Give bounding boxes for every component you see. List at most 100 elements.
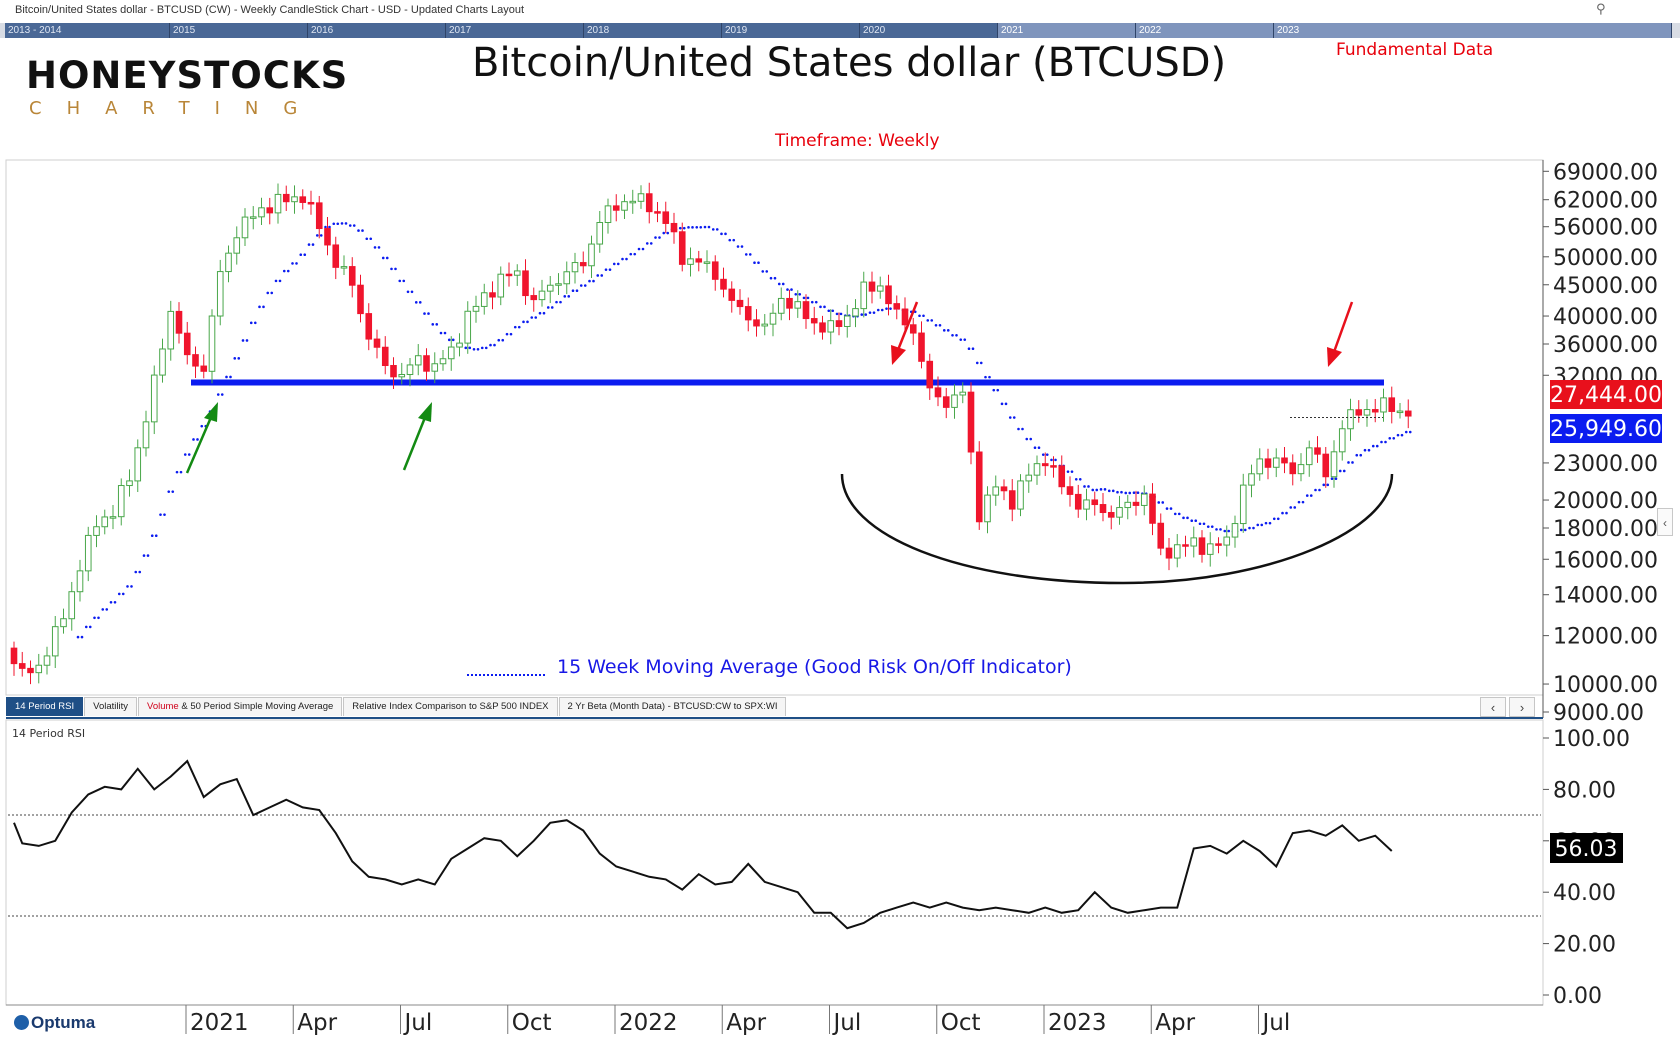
candle-body — [695, 258, 703, 263]
ma-dot — [555, 300, 558, 304]
ma-dot — [938, 323, 942, 327]
ma-dot — [864, 313, 868, 316]
ma-dot — [1000, 402, 1004, 406]
ma-dot — [505, 332, 509, 336]
ma-dot — [802, 296, 806, 300]
tab-14-period-rsi[interactable]: 14 Period RSI — [6, 697, 84, 716]
ma-dot — [1037, 446, 1041, 450]
candle-body — [68, 591, 76, 620]
candle — [1355, 400, 1363, 423]
tab-volume-sma[interactable]: Volume & 50 Period Simple Moving Average — [138, 697, 343, 716]
candle — [1107, 505, 1115, 530]
ma-dot — [1111, 489, 1115, 493]
ma-dot — [187, 453, 191, 456]
pin-icon[interactable]: ⚲ — [1596, 1, 1606, 16]
time-tick-label: 2023 — [1048, 1010, 1107, 1036]
tab-scroll-right-button[interactable]: › — [1509, 697, 1535, 717]
year-nav-segment[interactable]: 2023 — [1274, 23, 1672, 38]
candle-body — [233, 237, 241, 254]
candle-body — [150, 374, 158, 423]
candle-body — [282, 193, 290, 203]
green-arrow-2 — [402, 402, 432, 471]
candle — [843, 304, 851, 338]
ma-dot — [1083, 485, 1086, 488]
candle — [769, 303, 777, 337]
year-nav-segment[interactable]: 2017 — [446, 23, 584, 38]
ma-dot — [307, 243, 311, 246]
candle-body — [637, 193, 645, 202]
optuma-label: Optuma — [31, 1013, 96, 1032]
rsi-tick-label: 0.00 — [1553, 984, 1602, 1009]
candle — [340, 255, 348, 275]
ma-dot — [1355, 453, 1359, 457]
candle-body — [1182, 544, 1189, 547]
tab-scroll-left-button[interactable]: ‹ — [1480, 697, 1506, 717]
candle — [1091, 491, 1099, 516]
ma-dot — [1264, 521, 1268, 525]
panel-collapse-handle[interactable]: ‹ — [1657, 508, 1673, 536]
year-nav-segment[interactable]: 2015 — [170, 23, 308, 38]
ma-dot — [876, 308, 880, 312]
tab-volatility[interactable]: Volatility — [84, 697, 138, 716]
current-price-value: 27,444.00 — [1550, 383, 1662, 408]
candle — [579, 251, 587, 274]
ma-dot — [567, 295, 571, 298]
year-nav-segment[interactable]: 2013 - 2014 — [5, 23, 170, 38]
candle — [967, 382, 975, 465]
year-navigator[interactable]: 2013 - 2014 2015 2016 2017 2018 2019 202… — [0, 23, 1680, 38]
ma-dot — [480, 346, 484, 350]
candle — [200, 354, 208, 379]
ma-dot — [427, 312, 430, 315]
candle-body — [109, 516, 117, 519]
tab-beta[interactable]: 2 Yr Beta (Month Data) - BTCUSD:CW to SP… — [558, 697, 787, 716]
year-nav-segment[interactable]: 2022 — [1136, 23, 1274, 38]
candle — [687, 247, 694, 277]
ma-dot — [1078, 477, 1082, 481]
red-arrow-2 — [1327, 301, 1354, 367]
candle-body — [992, 486, 1000, 496]
rsi-value: 56.03 — [1555, 837, 1618, 862]
price-tick-label: 9000.00 — [1553, 701, 1644, 726]
year-nav-segment[interactable]: 2019 — [722, 23, 860, 38]
ma-dot — [810, 300, 814, 304]
ma-dot — [550, 306, 554, 309]
ma-dot — [1243, 528, 1247, 532]
candle-body — [670, 222, 678, 233]
ma-dot — [385, 256, 389, 260]
ma-dot — [678, 226, 682, 230]
logo: HONEYSTOCKS CHARTING — [26, 48, 347, 123]
ma-dot — [608, 268, 612, 271]
ma-dot — [159, 513, 162, 516]
candle-body — [480, 292, 488, 307]
candle-body — [307, 201, 315, 205]
rsi-panel[interactable] — [5, 719, 1544, 1006]
candle — [390, 357, 397, 390]
candle — [802, 294, 810, 329]
year-nav-segment[interactable]: 2016 — [308, 23, 446, 38]
ma-dot — [1400, 433, 1404, 437]
year-nav-segment[interactable]: 2020 — [860, 23, 998, 38]
ma-dot — [695, 225, 699, 229]
tab-relative-index[interactable]: Relative Index Comparison to S&P 500 IND… — [343, 697, 558, 716]
ma-dot — [1301, 500, 1305, 504]
ma-dot — [1219, 528, 1222, 531]
candle-body — [629, 200, 637, 204]
candle-body — [27, 667, 34, 674]
ma-dot — [724, 232, 727, 236]
fundamental-data-link[interactable]: Fundamental Data — [1336, 40, 1494, 60]
candle-body — [736, 299, 744, 308]
candle-body — [1132, 501, 1140, 506]
candle — [1388, 386, 1396, 424]
candle-body — [1099, 504, 1107, 514]
ma-dot — [839, 312, 843, 316]
ma-dot — [1099, 488, 1103, 491]
ma-dot — [299, 253, 303, 257]
year-nav-segment[interactable]: 2018 — [584, 23, 722, 38]
candle — [918, 321, 925, 369]
candle — [10, 641, 18, 676]
ma-dot — [472, 347, 476, 351]
year-nav-segment[interactable]: 2021 — [998, 23, 1136, 38]
ma-dot — [616, 262, 620, 266]
ma-dot — [1169, 507, 1173, 510]
